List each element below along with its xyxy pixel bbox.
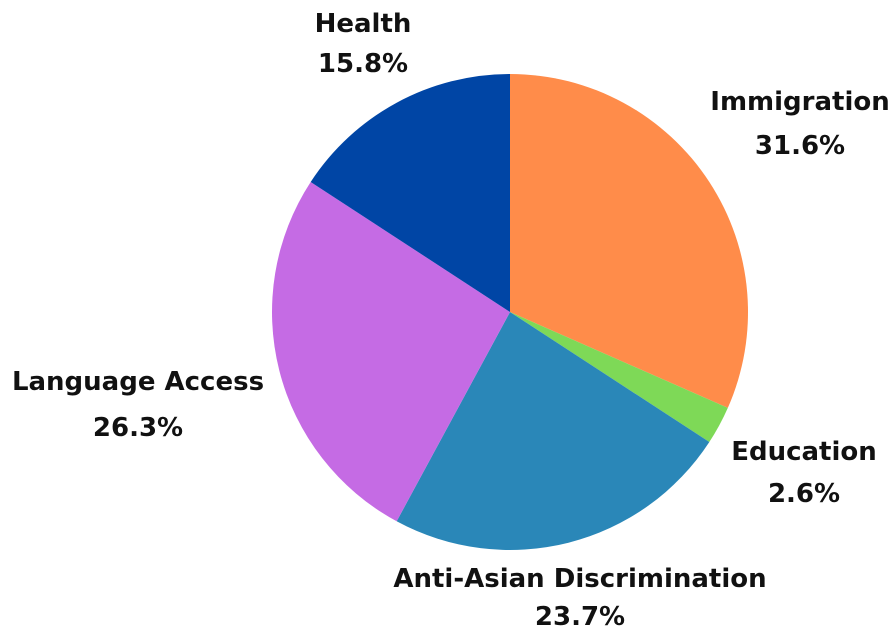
pie-slices — [272, 74, 749, 550]
slice-value-anti-asian-discrimination: 23.7% — [535, 602, 625, 632]
pie-slice-anti-asian-discrimination — [396, 312, 710, 550]
slice-value-language-access: 26.3% — [93, 413, 183, 443]
slice-value-health: 15.8% — [318, 49, 408, 79]
slice-label-immigration: Immigration — [710, 87, 889, 117]
pie-slice-language-access — [272, 181, 510, 522]
slice-value-immigration: 31.6% — [755, 131, 845, 161]
pie-labels: Immigration 31.6% Education 2.6% Anti-As… — [12, 9, 890, 632]
slice-label-education: Education — [731, 437, 877, 467]
slice-label-anti-asian-discrimination: Anti-Asian Discrimination — [393, 564, 766, 594]
slice-label-health: Health — [315, 9, 412, 39]
pie-slice-education — [510, 312, 728, 443]
slice-value-education: 2.6% — [768, 479, 840, 509]
pie-slice-health — [310, 74, 510, 312]
slice-label-language-access: Language Access — [12, 367, 264, 397]
pie-slice-immigration — [510, 74, 749, 408]
